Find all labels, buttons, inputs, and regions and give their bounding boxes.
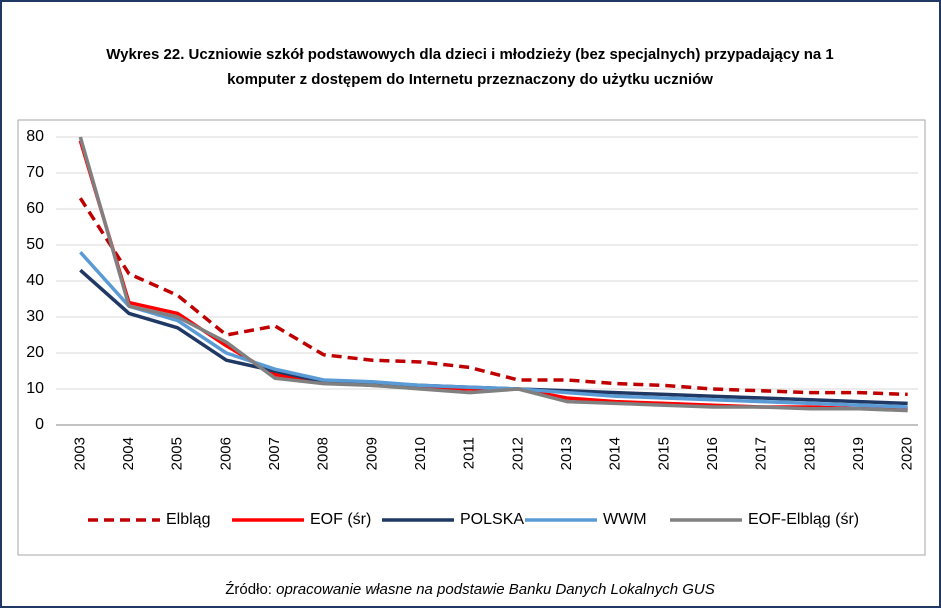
- legend-label: EOF (śr): [310, 511, 371, 528]
- y-tick-label: 60: [26, 200, 44, 217]
- x-tick-label: 2019: [850, 437, 867, 470]
- x-tick-label: 2005: [169, 437, 186, 470]
- y-tick-label: 30: [26, 308, 44, 325]
- y-tick-label: 20: [26, 344, 44, 361]
- y-tick-label: 80: [26, 128, 44, 145]
- x-tick-label: 2018: [801, 437, 818, 470]
- x-tick-label: 2015: [655, 437, 672, 470]
- x-tick-label: 2011: [461, 437, 478, 469]
- x-tick-label: 2013: [558, 437, 575, 470]
- x-tick-label: 2012: [509, 437, 526, 470]
- y-tick-label: 10: [26, 380, 44, 397]
- legend-label: WWM: [603, 511, 647, 528]
- chart-area: [17, 119, 926, 556]
- x-tick-label: 2006: [217, 437, 234, 470]
- legend-label: Elbląg: [166, 511, 210, 528]
- series-line: [78, 197, 908, 397]
- x-tick-label: 2009: [363, 437, 380, 470]
- y-tick-label: 70: [26, 164, 44, 181]
- x-tick-label: 2007: [266, 437, 283, 470]
- x-tick-label: 2003: [71, 437, 88, 470]
- chart-title: komputer z dostępem do Internetu przezna…: [227, 71, 713, 88]
- x-tick-label: 2014: [607, 437, 624, 470]
- legend-label: POLSKA: [460, 511, 524, 528]
- source-text: opracowanie własne na podstawie Banku Da…: [276, 581, 715, 598]
- y-tick-label: 40: [26, 272, 44, 289]
- y-tick-label: 50: [26, 236, 44, 253]
- source-label: Źródło:: [225, 581, 272, 598]
- legend-label: EOF-Elbląg (śr): [748, 511, 859, 528]
- x-tick-label: 2016: [704, 437, 721, 470]
- series-line: [79, 251, 908, 409]
- series-line: [78, 136, 908, 413]
- x-tick-label: 2004: [120, 437, 137, 470]
- y-tick-label: 0: [35, 416, 44, 433]
- x-tick-label: 2008: [315, 437, 332, 470]
- chart-title: Wykres 22. Uczniowie szkół podstawowych …: [106, 46, 833, 63]
- x-tick-label: 2017: [753, 437, 770, 470]
- x-tick-label: 2010: [412, 437, 429, 470]
- source: Źródło: opracowanie własne na podstawie …: [225, 581, 714, 598]
- x-tick-label: 2020: [899, 437, 916, 470]
